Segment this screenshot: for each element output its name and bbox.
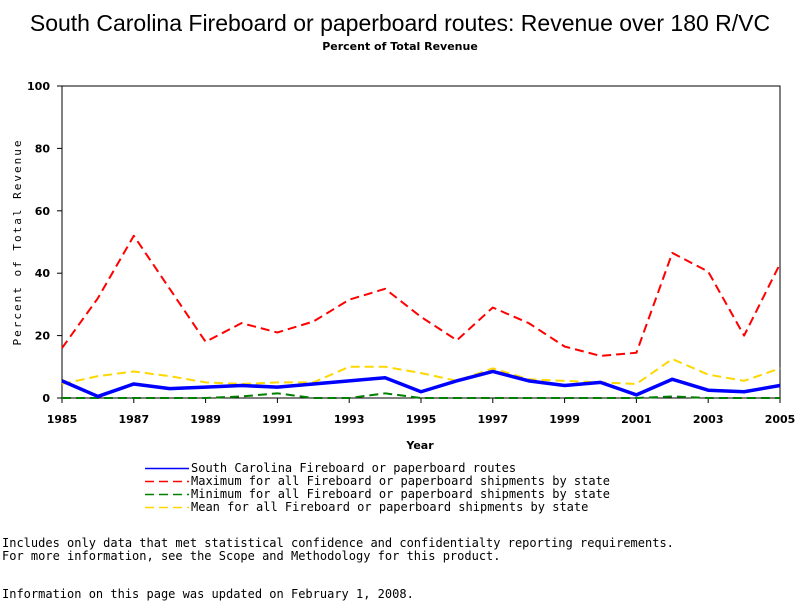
x-tick-label: 1985 [47,413,78,426]
x-tick-label: 1997 [477,413,508,426]
series-line-1 [61,369,781,399]
x-axis-label: Year [405,439,434,452]
chart-title: South Carolina Fireboard or paperboard r… [29,10,771,36]
updated-note: Information on this page was updated on … [2,587,414,601]
series-line-2 [61,234,781,357]
y-tick-label: 0 [42,392,50,405]
x-tick-label: 1991 [262,413,293,426]
chart-subtitle: Percent of Total Revenue [322,40,478,53]
x-tick-label: 1995 [406,413,437,426]
legend-swatch [145,467,189,470]
methodology-note: For more information, see the Scope and … [2,549,501,563]
y-tick-label: 60 [35,205,51,218]
line-chart: 1985 1987 1989 1991 1993 1995 1997 1999 2001 2003… [11,80,796,452]
x-tick-label: 2003 [693,413,724,426]
series-line-3 [62,392,780,399]
y-tick-label: 100 [27,80,50,93]
legend-label: Minimum for all Fireboard or paperboard … [191,487,611,501]
x-tick-label: 2001 [621,413,652,426]
legend-label: South Carolina Fireboard or paperboard r… [191,461,517,475]
legend-label: Mean for all Fireboard or paperboard shi… [191,500,589,514]
series-line-4 [61,358,781,385]
y-tick-label: 80 [35,142,51,155]
plot-frame [61,85,781,399]
legend-swatch [145,480,189,483]
x-tick-label: 1989 [190,413,221,426]
y-axis-label: Percent of Total Revenue [11,139,24,346]
confidence-note: Includes only data that met statistical … [2,536,674,550]
y-tick-label: 20 [35,330,51,343]
x-tick-label: 2005 [765,413,796,426]
legend-label: Maximum for all Fireboard or paperboard … [191,474,611,488]
x-tick-label: 1987 [118,413,149,426]
x-tick-label: 1993 [334,413,365,426]
x-tick-label: 1999 [549,413,580,426]
legend-swatch [145,506,189,509]
legend-swatch [145,493,189,496]
y-tick-label: 40 [35,267,51,280]
